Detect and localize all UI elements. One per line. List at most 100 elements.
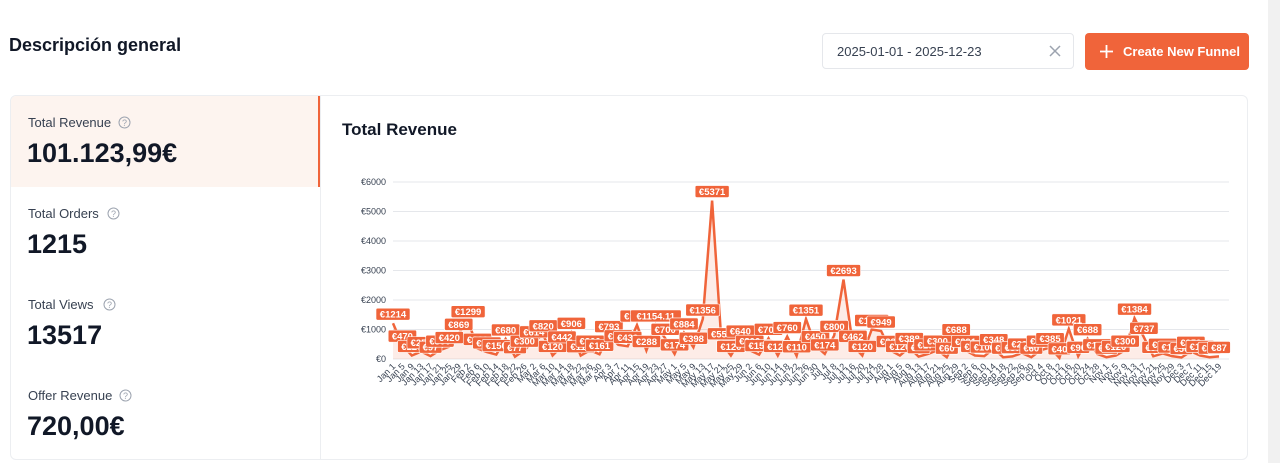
data-label-text: €450 — [805, 332, 826, 343]
y-tick-label: €4000 — [361, 236, 386, 246]
data-label-text: €700 — [655, 325, 676, 336]
data-label-text: €1351 — [793, 306, 820, 317]
data-label: €174 — [810, 338, 840, 351]
data-label-text: €1154.11 — [637, 311, 676, 322]
y-tick-label: €5000 — [361, 207, 386, 217]
data-label-text: €348 — [983, 335, 1004, 346]
data-label-text: €87 — [1211, 343, 1227, 354]
data-label-text: €2693 — [830, 266, 856, 277]
data-label-text: €1299 — [455, 307, 481, 318]
data-label-box — [556, 316, 586, 330]
data-label-text: €869 — [448, 320, 469, 331]
data-label-box — [1110, 334, 1140, 348]
data-label-text: €90 — [1070, 343, 1086, 354]
data-label: €906 — [556, 316, 586, 330]
data-label-text: €60 — [1023, 344, 1039, 355]
data-label-text: €884 — [673, 319, 695, 330]
metric-label: Total Orders — [28, 206, 99, 221]
scrollbar — [1268, 0, 1280, 463]
data-label-box — [375, 307, 411, 321]
plus-icon — [1100, 45, 1113, 58]
help-icon: ? — [103, 298, 116, 311]
metric[interactable]: Total Orders ? 1215 — [11, 187, 320, 278]
metric[interactable]: Total Views ? 13517 — [11, 278, 320, 369]
data-label: €949 — [866, 315, 896, 329]
date-range-input[interactable]: 2025-01-01 - 2025-12-23 — [822, 33, 1074, 69]
data-label-text: €688 — [946, 325, 967, 336]
clear-icon[interactable] — [1049, 45, 1061, 57]
data-label-text: €50 — [1174, 344, 1190, 355]
metric-label: Total Revenue — [28, 115, 112, 130]
data-label-text: €288 — [636, 337, 657, 348]
data-label-text: €120 — [542, 342, 563, 353]
data-label-box — [819, 320, 849, 333]
svg-text:?: ? — [122, 118, 127, 128]
data-label-text: €40 — [1052, 344, 1068, 355]
data-label-text: €760 — [777, 323, 798, 334]
data-label-text: €385 — [1039, 334, 1061, 345]
data-label: €5371 — [694, 185, 730, 198]
data-label-text: €640 — [730, 327, 751, 338]
metric-value: 1215 — [27, 229, 88, 259]
data-label: €300 — [1110, 334, 1140, 348]
data-label-text: €114 — [570, 342, 591, 353]
data-label-box — [1129, 321, 1159, 335]
data-label: €288 — [631, 335, 661, 348]
data-label-text: €470 — [392, 332, 413, 343]
overview-card: Total Revenue ? 101.123,99€ Total Orders… — [10, 95, 1248, 460]
data-label-text: €1384 — [1121, 305, 1148, 316]
data-label-box — [1207, 341, 1231, 354]
data-label-text: €949 — [871, 318, 892, 329]
data-label-text: €906 — [561, 319, 582, 330]
metrics-panel: Total Revenue ? 101.123,99€ Total Orders… — [11, 96, 321, 459]
data-label: €420 — [434, 331, 464, 344]
data-label-box — [450, 305, 486, 318]
metric-value: 720,00€ — [27, 411, 125, 441]
data-label-box — [772, 321, 802, 334]
data-label-text: €77 — [507, 343, 523, 354]
data-label: €1021 — [1051, 313, 1087, 326]
svg-text:?: ? — [123, 391, 128, 401]
data-label-text: €462 — [842, 332, 863, 343]
create-funnel-button[interactable]: Create New Funnel — [1085, 33, 1249, 70]
data-label-text: €150 — [486, 341, 507, 352]
revenue-chart: Total Revenue €0 €1000 €2000 €3000 €4000 €500… — [342, 120, 1231, 389]
data-label-text: €300 — [514, 337, 535, 348]
data-label: €2693 — [826, 264, 861, 277]
data-label-text: €5371 — [699, 187, 726, 198]
data-label: €1214 — [375, 307, 411, 321]
data-label-text: €737 — [1133, 324, 1154, 335]
data-label-box — [1117, 302, 1152, 316]
data-label: €87 — [1207, 341, 1231, 354]
data-label: €398 — [678, 331, 708, 345]
data-label-box — [826, 264, 861, 277]
data-label: €800 — [819, 320, 849, 333]
data-label-text: €174 — [664, 340, 686, 351]
data-label-text: €430 — [617, 333, 638, 344]
y-tick-label: €2000 — [361, 295, 386, 305]
data-label-text: €97 — [423, 343, 439, 354]
data-label: €161 — [584, 338, 614, 352]
data-label-text: €60 — [939, 344, 955, 355]
data-label-text: €100 — [974, 343, 995, 354]
help-icon: ? — [107, 207, 120, 220]
data-label-text: €150 — [748, 341, 769, 352]
data-label: €1356 — [685, 303, 721, 316]
data-label-text: €120 — [1105, 342, 1126, 353]
metric[interactable]: Offer Revenue ? 720,00€ — [11, 369, 320, 459]
svg-text:?: ? — [107, 300, 112, 310]
y-tick-label: €1000 — [361, 325, 386, 335]
data-label-text: €550 — [711, 329, 732, 340]
svg-text:?: ? — [111, 209, 116, 219]
data-label: €120 — [847, 340, 877, 353]
data-label-box — [630, 309, 682, 323]
button-label: Create New Funnel — [1123, 44, 1241, 59]
metric-label: Offer Revenue — [28, 388, 113, 403]
data-label: €1351 — [788, 303, 824, 317]
data-label-box — [444, 318, 474, 331]
data-label-text: €1356 — [690, 305, 716, 316]
metric[interactable]: Total Revenue ? 101.123,99€ — [11, 96, 320, 187]
metric-label: Total Views — [28, 297, 94, 312]
data-label-text: €300 — [1115, 337, 1136, 348]
